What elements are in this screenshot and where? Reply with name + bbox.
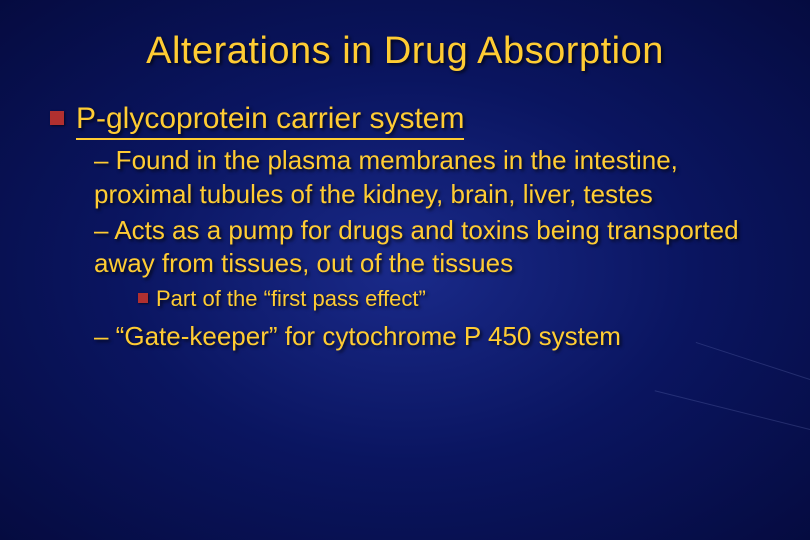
level1-text: P-glycoprotein carrier system [76,101,464,140]
level2-item: – Acts as a pump for drugs and toxins be… [94,214,760,282]
level3-item: Part of the “first pass effect” [138,285,760,314]
square-bullet-icon [50,111,64,125]
slide-title: Alterations in Drug Absorption [50,30,760,73]
slide: Alterations in Drug Absorption P-glycopr… [0,0,810,540]
level2-text: – “Gate-keeper” for cytochrome P 450 sys… [94,321,621,351]
level2-text: – Acts as a pump for drugs and toxins be… [94,215,739,279]
level2-text: – Found in the plasma membranes in the i… [94,145,678,209]
level2-item: – Found in the plasma membranes in the i… [94,144,760,212]
square-bullet-icon [138,293,148,303]
bullet-level-1: P-glycoprotein carrier system [50,101,760,140]
decorative-line [655,390,810,430]
level2-item: – “Gate-keeper” for cytochrome P 450 sys… [94,320,760,354]
level3-text: Part of the “first pass effect” [156,285,426,314]
